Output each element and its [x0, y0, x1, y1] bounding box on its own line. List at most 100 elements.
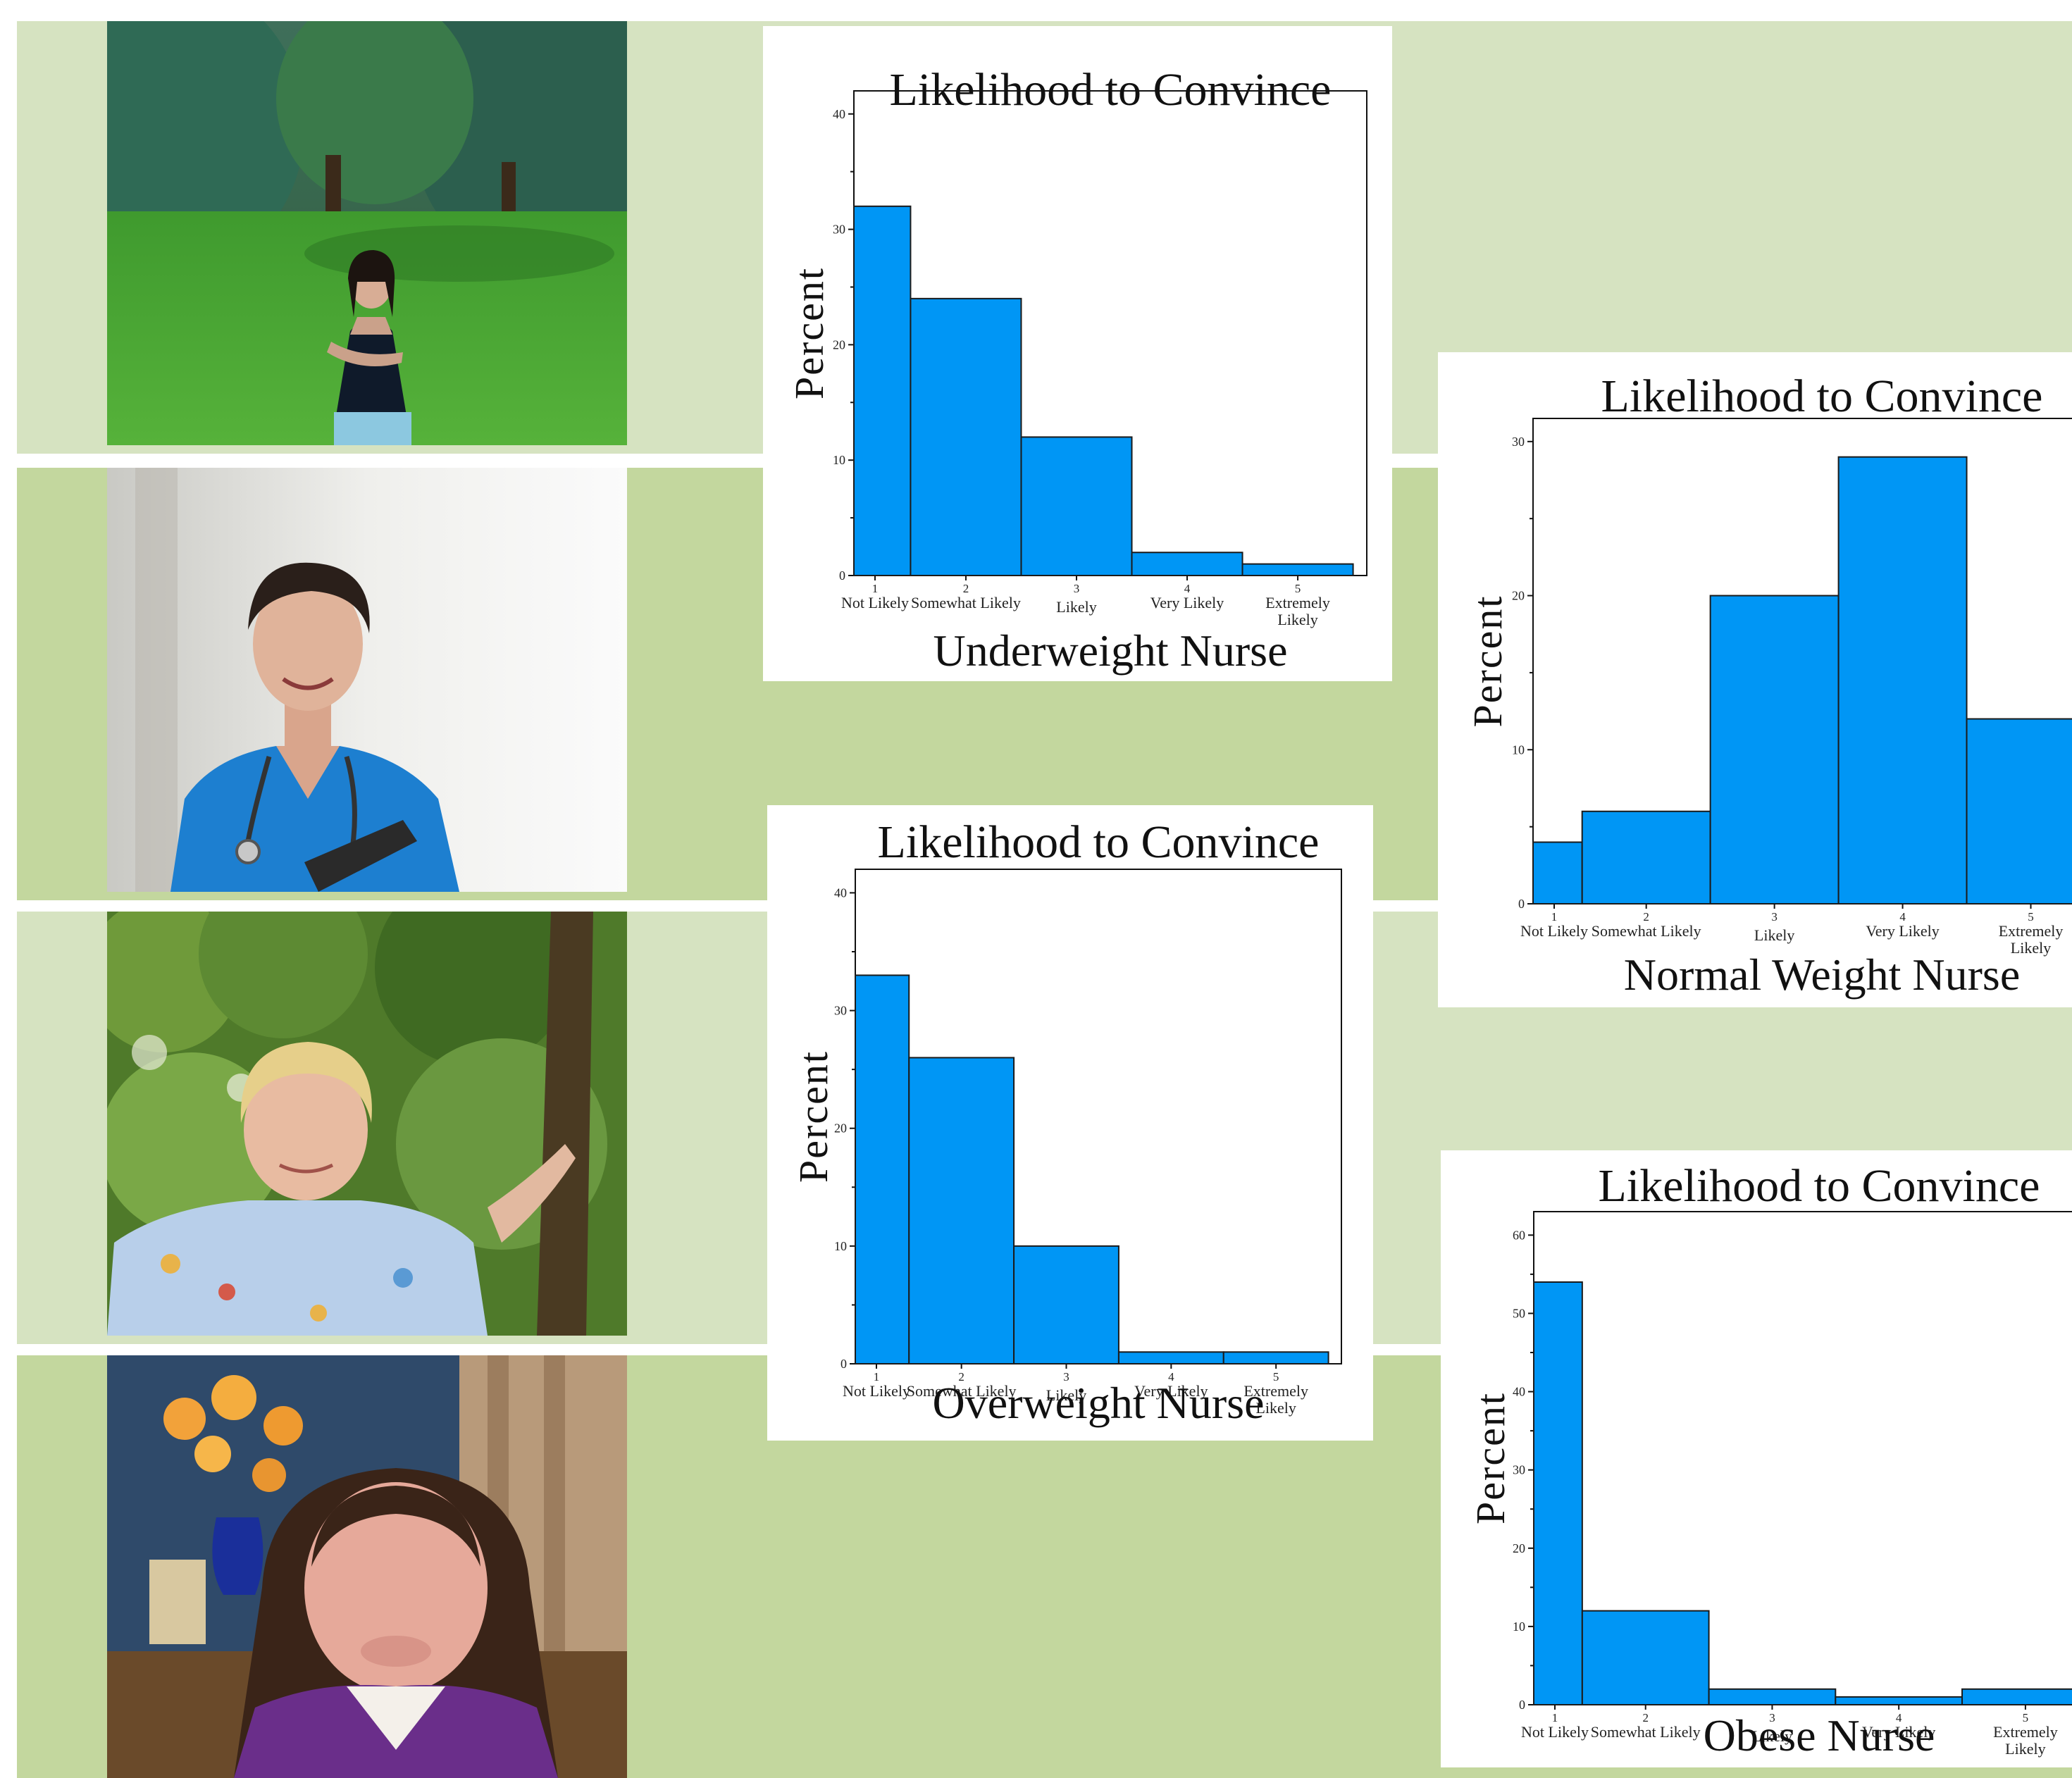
chart-1-x-tick-number: 5 [1295, 582, 1301, 595]
chart-3-x-axis-label: Overweight Nurse [933, 1378, 1265, 1428]
chart-4-bar-3 [1708, 1688, 1837, 1705]
chart-3-title: Likelihood to Convince [878, 816, 1320, 868]
chart-3-y-axis-label: Percent [790, 1050, 836, 1183]
chart-1-x-tick-number: 1 [872, 582, 879, 595]
chart-4-y-tick-label: 30 [1513, 1463, 1525, 1477]
chart-2-x-tick-label-line-1: Extremely [1999, 922, 2064, 940]
chart-2-x-axis-label: Normal Weight Nurse [1624, 950, 2020, 1000]
chart-4-title: Likelihood to Convince [1599, 1160, 2040, 1212]
chart-1-y-tick-label: 20 [833, 337, 845, 352]
chart-3-x-tick-label-line-1: Extremely [1243, 1382, 1308, 1400]
chart-4-x-axis-label: Obese Nurse [1704, 1710, 1935, 1760]
chart-3-bar-5 [1222, 1351, 1329, 1364]
chart-1-x-axis-label: Underweight Nurse [933, 626, 1288, 676]
chart-3-y-tick-label: 0 [840, 1357, 847, 1371]
chart-2-x-tick-label-line-2: Likely [2011, 939, 2051, 957]
chart-1-x-tick-number: 3 [1074, 582, 1080, 595]
chart-2-y-tick-label: 10 [1512, 742, 1525, 757]
chart-3-x-tick-label-line-2: Likely [1255, 1399, 1296, 1417]
chart-3-bar-1 [855, 974, 910, 1364]
chart-4-x-tick-number: 5 [2023, 1711, 2029, 1724]
chart-2-x-tick-number: 4 [1899, 910, 1906, 924]
chart-4-x-tick-label-line-2: Likely [2005, 1740, 2045, 1758]
chart-2-bar-2 [1581, 810, 1711, 904]
normal-weight-nurse-photo [107, 468, 627, 892]
chart-4-y-axis-label: Percent [1468, 1392, 1513, 1524]
obese-chart-svg: Likelihood to Convince 0 10 20 30 40 50 60 1Not … [1468, 1160, 2072, 1760]
chart-3-y-tick-label: 30 [834, 1004, 847, 1018]
chart-1-y-tick-label: 40 [833, 107, 845, 121]
chart-3-x-tick-number: 5 [1273, 1370, 1279, 1384]
chart-1-y-tick-label: 0 [839, 568, 845, 583]
chart-3-y-tick-label: 10 [834, 1239, 847, 1253]
chart-3-x-tick-label: Very Likely [1134, 1382, 1208, 1400]
chart-4-x-tick-label: Not Likely [1521, 1723, 1589, 1741]
chart-2-y-tick-label: 30 [1512, 435, 1525, 449]
chart-2-bar-5 [1966, 718, 2072, 904]
chart-4-y-tick-label: 50 [1513, 1306, 1525, 1320]
chart-1-bar-4 [1131, 552, 1243, 577]
chart-4-x-tick-number: 1 [1552, 1711, 1558, 1724]
chart-4-x-tick-label: Very Likely [1862, 1723, 1935, 1741]
chart-4-x-tick-number: 3 [1769, 1711, 1775, 1724]
chart-4-y-tick-label: 0 [1519, 1698, 1525, 1712]
chart-4-x-tick-label: Likely [1752, 1727, 1792, 1745]
chart-1-title: Likelihood to Convince [890, 64, 1332, 116]
chart-2-y-tick-label: 0 [1518, 897, 1525, 911]
chart-4-x-tick-label: Somewhat Likely [1591, 1723, 1701, 1741]
overweight-nurse-photo [107, 912, 627, 1336]
chart-1-x-tick-label: Likely [1056, 598, 1096, 616]
chart-4-x-tick-number: 2 [1642, 1711, 1649, 1724]
chart-1-x-tick-label: Very Likely [1150, 594, 1224, 611]
chart-2-bar-1 [1532, 841, 1583, 904]
chart-3-x-tick-number: 4 [1168, 1370, 1174, 1384]
chart-3-x-tick-label: Somewhat Likely [907, 1382, 1017, 1400]
chart-1-y-tick-label: 30 [833, 223, 845, 237]
normal-weight-chart: Likelihood to Convince 0 10 20 30 1 Not Likely… [1438, 352, 2072, 1007]
chart-1-bar-5 [1241, 563, 1354, 576]
chart-3-x-tick-number: 1 [874, 1370, 880, 1384]
chart-3-bar-4 [1117, 1351, 1224, 1364]
chart-1-x-tick-label: Somewhat Likely [911, 594, 1021, 611]
chart-4-y-tick-label: 40 [1513, 1385, 1525, 1399]
obese-nurse-photo [107, 1355, 627, 1778]
chart-1-x-tick-label-line-2: Likely [1277, 611, 1317, 628]
chart-1-x-tick-number: 4 [1184, 582, 1191, 595]
chart-4-bar-4 [1835, 1696, 1964, 1706]
chart-2-x-tick-label: Somewhat Likely [1592, 922, 1701, 940]
chart-1-x-tick-label: Not Likely [841, 594, 909, 611]
chart-1-bar-2 [910, 297, 1022, 576]
chart-3-bar-3 [1013, 1245, 1119, 1364]
chart-2-bar-4 [1837, 456, 1968, 904]
chart-2-x-tick-number: 2 [1643, 910, 1649, 924]
chart-4-x-tick-number: 4 [1896, 1711, 1902, 1724]
chart-4-y-tick-label: 10 [1513, 1620, 1525, 1634]
chart-3-y-tick-label: 20 [834, 1121, 847, 1136]
obese-chart: Likelihood to Convince 0 10 20 30 40 50 60 1 Not … [1441, 1150, 2072, 1767]
chart-4-bar-5 [1961, 1688, 2072, 1705]
overweight-chart: Likelihood to Convince 0 10 20 30 40 1 Not Like… [767, 805, 1373, 1441]
chart-2-y-tick-label: 20 [1512, 589, 1525, 603]
underweight-chart: Likelihood to Convince 0 10 20 30 40 1 Not Like… [763, 26, 1392, 681]
chart-2-bar-3 [1709, 595, 1840, 904]
underweight-nurse-photo [107, 21, 627, 445]
chart-3-x-tick-number: 2 [958, 1370, 964, 1384]
chart-2-y-axis-label: Percent [1465, 595, 1510, 728]
chart-1-y-axis-label: Percent [786, 267, 832, 399]
chart-3-y-tick-label: 40 [834, 885, 847, 900]
chart-1-bar-1 [853, 205, 912, 577]
chart-3-x-tick-number: 3 [1063, 1370, 1069, 1384]
chart-1-bar-3 [1020, 436, 1133, 577]
chart-1-x-tick-number: 2 [963, 582, 969, 595]
chart-3-bar-2 [908, 1057, 1015, 1364]
chart-2-x-tick-label: Likely [1754, 926, 1794, 944]
chart-4-bar-1 [1533, 1281, 1583, 1705]
chart-4-y-tick-label: 60 [1513, 1228, 1525, 1242]
chart-2-x-tick-number: 1 [1551, 910, 1558, 924]
chart-3-x-tick-label: Not Likely [843, 1382, 910, 1400]
chart-1-x-tick-label-line-1: Extremely [1265, 594, 1330, 611]
chart-2-x-tick-label: Not Likely [1520, 922, 1588, 940]
